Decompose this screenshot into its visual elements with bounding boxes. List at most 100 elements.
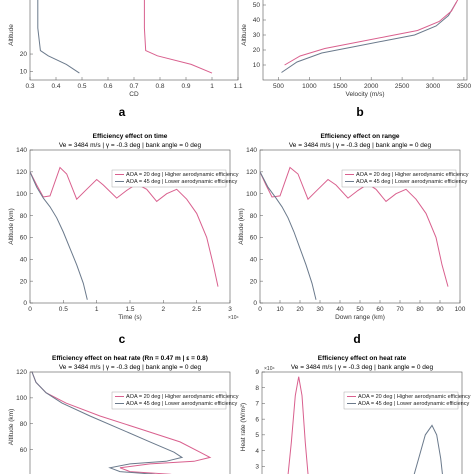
chart-title-c: Efficiency effect on time [93,133,168,140]
legend-entry-f: AOA = 20 deg | Higher aerodynamic effici… [358,394,471,400]
x-tick-label-b: 3500 [457,83,472,90]
x-tick-label-d: 0 [258,306,262,313]
plot-frame-a [29,0,239,81]
x-tick-label-c: 2.5 [192,306,201,313]
series-line-c-0 [30,166,219,287]
y-tick-label-e: 120 [16,369,27,376]
y-tick-label-b: 40 [253,17,261,24]
y-tick-label-c: 140 [16,147,27,154]
y-tick-label-d: 40 [250,256,258,263]
y-tick-label-f: 7 [255,401,259,408]
y-tick-label-d: 20 [250,278,258,285]
y-tick-label-d: 120 [246,169,257,176]
x-tick-label-a: 0.7 [129,83,138,90]
x-tick-label-b: 3000 [426,83,441,90]
x-tick-label-a: 0.8 [155,83,164,90]
legend-entry-e: AOA = 45 deg | Lower aerodynamic efficie… [126,401,237,407]
x-tick-label-b: 2000 [364,83,379,90]
x-tick-label-c: 1 [95,306,99,313]
series-line-a-0 [37,0,80,74]
y-tick-label-f: 4 [255,448,259,455]
x-tick-label-a: 1.1 [233,83,242,90]
y-multiplier-f: ×10⁴ [264,366,275,372]
y-tick-label-d: 60 [250,235,258,242]
y-tick-label-f: 5 [255,432,259,439]
series-line-d-1 [260,171,317,300]
y-tick-label-f: 3 [255,463,259,470]
x-tick-label-c: 1.5 [125,306,134,313]
plot-frame-e [29,371,231,474]
x-axis-label-d: Down range (km) [335,314,385,321]
chart-subtitle-d: Ve = 3484 m/s | γ = -0.3 deg | bank angl… [289,142,432,149]
plot-frame-b [262,0,468,81]
y-tick-label-c: 80 [20,213,28,220]
x-tick-label-a: 0.9 [181,83,190,90]
x-tick-label-d: 20 [296,306,304,313]
x-tick-label-d: 70 [396,306,404,313]
x-tick-label-a: 0.6 [103,83,112,90]
x-axis-label-a: CD [129,91,139,98]
chart-subtitle-c: Ve = 3484 m/s | γ = -0.3 deg | bank angl… [59,142,202,149]
series-line-a-1 [143,0,213,74]
y-tick-label-b: 20 [253,47,261,54]
y-tick-label-a: 10 [20,69,28,76]
series-line-e-0 [31,372,212,474]
y-tick-label-d: 100 [246,191,257,198]
x-tick-label-d: 50 [356,306,364,313]
y-axis-label-f: Heat rate (W/m²) [240,403,247,451]
legend-entry-e: AOA = 20 deg | Higher aerodynamic effici… [126,394,239,400]
y-tick-label-d: 140 [246,147,257,154]
y-axis-label-c: Altitude (km) [8,208,15,244]
y-tick-label-b: 30 [253,32,261,39]
panel-label-d: d [353,332,360,346]
y-axis-label-b: Altitude [241,24,248,46]
y-tick-label-b: 50 [253,2,261,9]
y-tick-label-d: 0 [253,300,257,307]
y-tick-label-e: 80 [20,421,28,428]
legend-entry-d: AOA = 20 deg | Higher aerodynamic effici… [356,172,469,178]
chart-title-d: Efficiency effect on range [320,133,399,140]
y-tick-label-c: 120 [16,169,27,176]
series-line-c-1 [30,171,88,300]
legend-entry-c: AOA = 20 deg | Higher aerodynamic effici… [126,172,239,178]
x-tick-label-a: 0.3 [25,83,34,90]
y-tick-label-f: 8 [255,385,259,392]
x-tick-label-d: 100 [455,306,466,313]
x-tick-label-c: 3 [228,306,232,313]
x-tick-label-d: 10 [276,306,284,313]
chart-subtitle-f: Ve = 3484 m/s | γ = -0.3 deg | bank angl… [291,364,434,371]
y-tick-label-e: 100 [16,395,27,402]
x-axis-label-c: Time (s) [118,314,142,321]
x-tick-label-b: 500 [273,83,284,90]
panel-label-b: b [356,105,363,119]
y-tick-label-c: 40 [20,256,28,263]
y-tick-label-c: 20 [20,278,28,285]
chart-subtitle-e: Ve = 3484 m/s | γ = -0.3 deg | bank angl… [59,364,202,371]
series-line-e-1 [31,372,184,474]
x-tick-label-d: 40 [336,306,344,313]
series-line-b-1 [284,0,459,66]
x-tick-label-d: 90 [436,306,444,313]
x-tick-label-c: 0.5 [59,306,68,313]
y-tick-label-c: 60 [20,235,28,242]
legend-box-d [341,169,457,188]
legend-entry-f: AOA = 45 deg | Lower aerodynamic efficie… [358,401,469,407]
y-tick-label-f: 6 [255,416,259,423]
series-line-d-0 [260,166,449,287]
series-line-f-0 [287,376,309,474]
series-line-f-1 [413,424,443,474]
chart-title-e: Efficiency effect on heat rate (Rn = 0.4… [52,355,208,362]
plot-frame-f [261,371,463,474]
legend-box-e [111,391,227,410]
x-tick-label-c: 0 [28,306,32,313]
y-tick-label-c: 100 [16,191,27,198]
series-line-b-0 [281,1,457,73]
x-multiplier-c: ×10⁴ [228,315,239,321]
panel-label-a: a [119,105,126,119]
x-axis-label-b: Velocity (m/s) [345,91,384,98]
y-axis-label-a: Altitude [8,24,15,46]
panel-label-c: c [119,332,126,346]
x-tick-label-b: 1500 [333,83,348,90]
x-tick-label-a: 1 [210,83,214,90]
